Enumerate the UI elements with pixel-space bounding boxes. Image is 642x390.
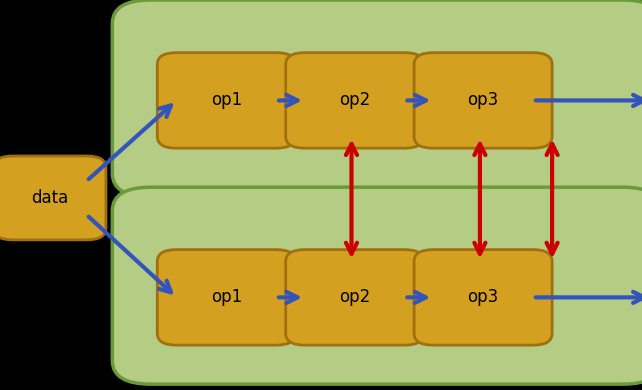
FancyBboxPatch shape — [286, 250, 424, 345]
FancyBboxPatch shape — [414, 53, 552, 148]
FancyBboxPatch shape — [157, 53, 295, 148]
Text: op1: op1 — [211, 288, 242, 307]
Text: op1: op1 — [211, 91, 242, 110]
FancyBboxPatch shape — [0, 156, 106, 240]
Text: op3: op3 — [467, 288, 499, 307]
FancyBboxPatch shape — [157, 250, 295, 345]
FancyBboxPatch shape — [414, 250, 552, 345]
FancyBboxPatch shape — [112, 0, 642, 197]
FancyBboxPatch shape — [112, 187, 642, 384]
Text: op2: op2 — [339, 91, 370, 110]
FancyBboxPatch shape — [286, 53, 424, 148]
Text: data: data — [31, 189, 69, 207]
Text: op2: op2 — [339, 288, 370, 307]
Text: op3: op3 — [467, 91, 499, 110]
